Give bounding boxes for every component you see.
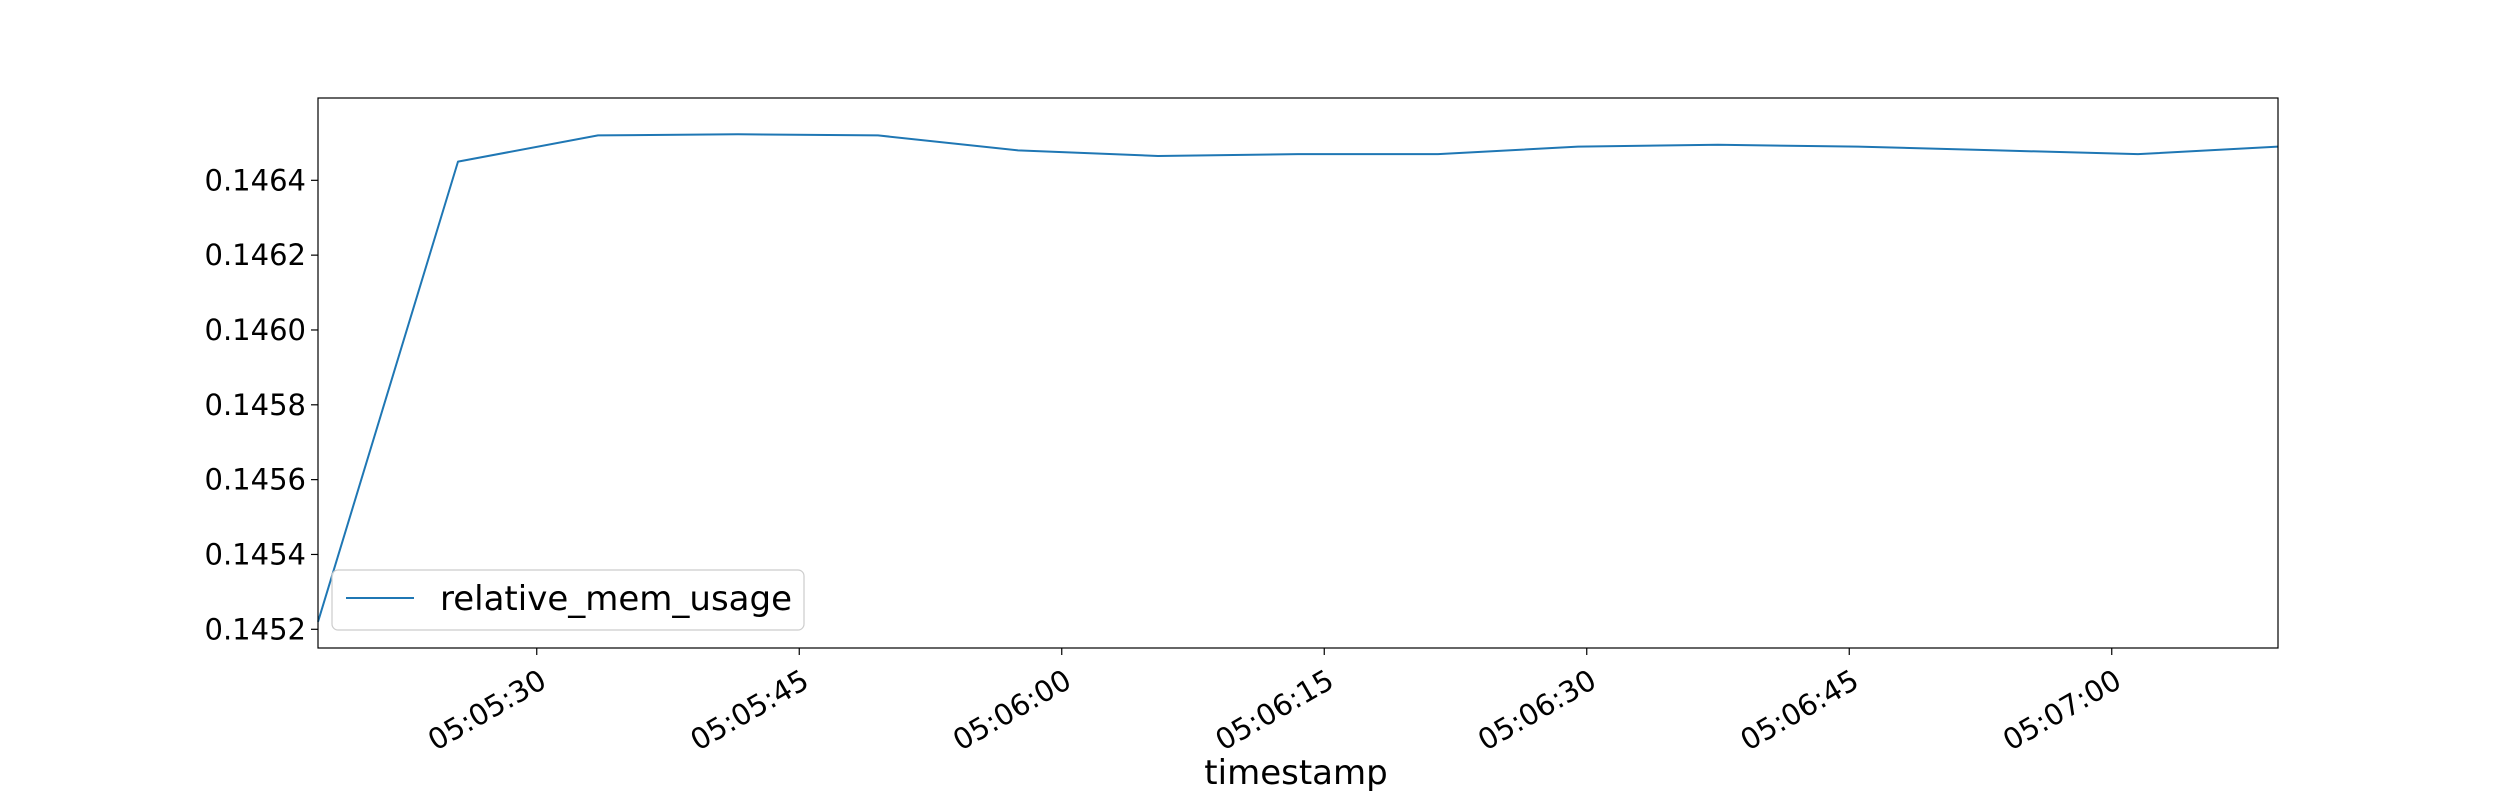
legend: relative_mem_usage bbox=[331, 569, 805, 631]
plot-area-frame bbox=[317, 97, 2279, 649]
y-tick-label: 0.1464 bbox=[205, 163, 306, 197]
x-tick-label: 05:05:45 bbox=[685, 663, 815, 758]
y-tick-label: 0.1452 bbox=[205, 612, 306, 646]
x-tick-label: 05:05:30 bbox=[422, 663, 552, 758]
x-tick-label: 05:07:00 bbox=[1997, 663, 2127, 758]
y-tick-label: 0.1462 bbox=[205, 238, 306, 272]
x-tick-label: 05:06:00 bbox=[947, 663, 1077, 758]
x-tick-label: 05:06:15 bbox=[1210, 663, 1340, 758]
x-axis-label: timestamp bbox=[1204, 753, 1387, 793]
legend-series-label: relative_mem_usage bbox=[440, 579, 792, 619]
y-tick-label: 0.1454 bbox=[205, 537, 306, 571]
x-tick-label: 05:06:45 bbox=[1735, 663, 1865, 758]
ticks-layer: 0.1452 0.1454 0.1456 0.1458 0.1460 0.1462 0.14… bbox=[205, 163, 2127, 757]
x-tick-label: 05:06:30 bbox=[1472, 663, 1602, 758]
y-tick-label: 0.1456 bbox=[205, 463, 306, 497]
series-line bbox=[317, 133, 2279, 623]
legend-box bbox=[331, 569, 805, 631]
series-layer bbox=[317, 133, 2279, 623]
y-tick-label: 0.1458 bbox=[205, 388, 306, 422]
y-tick-label: 0.1460 bbox=[205, 313, 306, 347]
